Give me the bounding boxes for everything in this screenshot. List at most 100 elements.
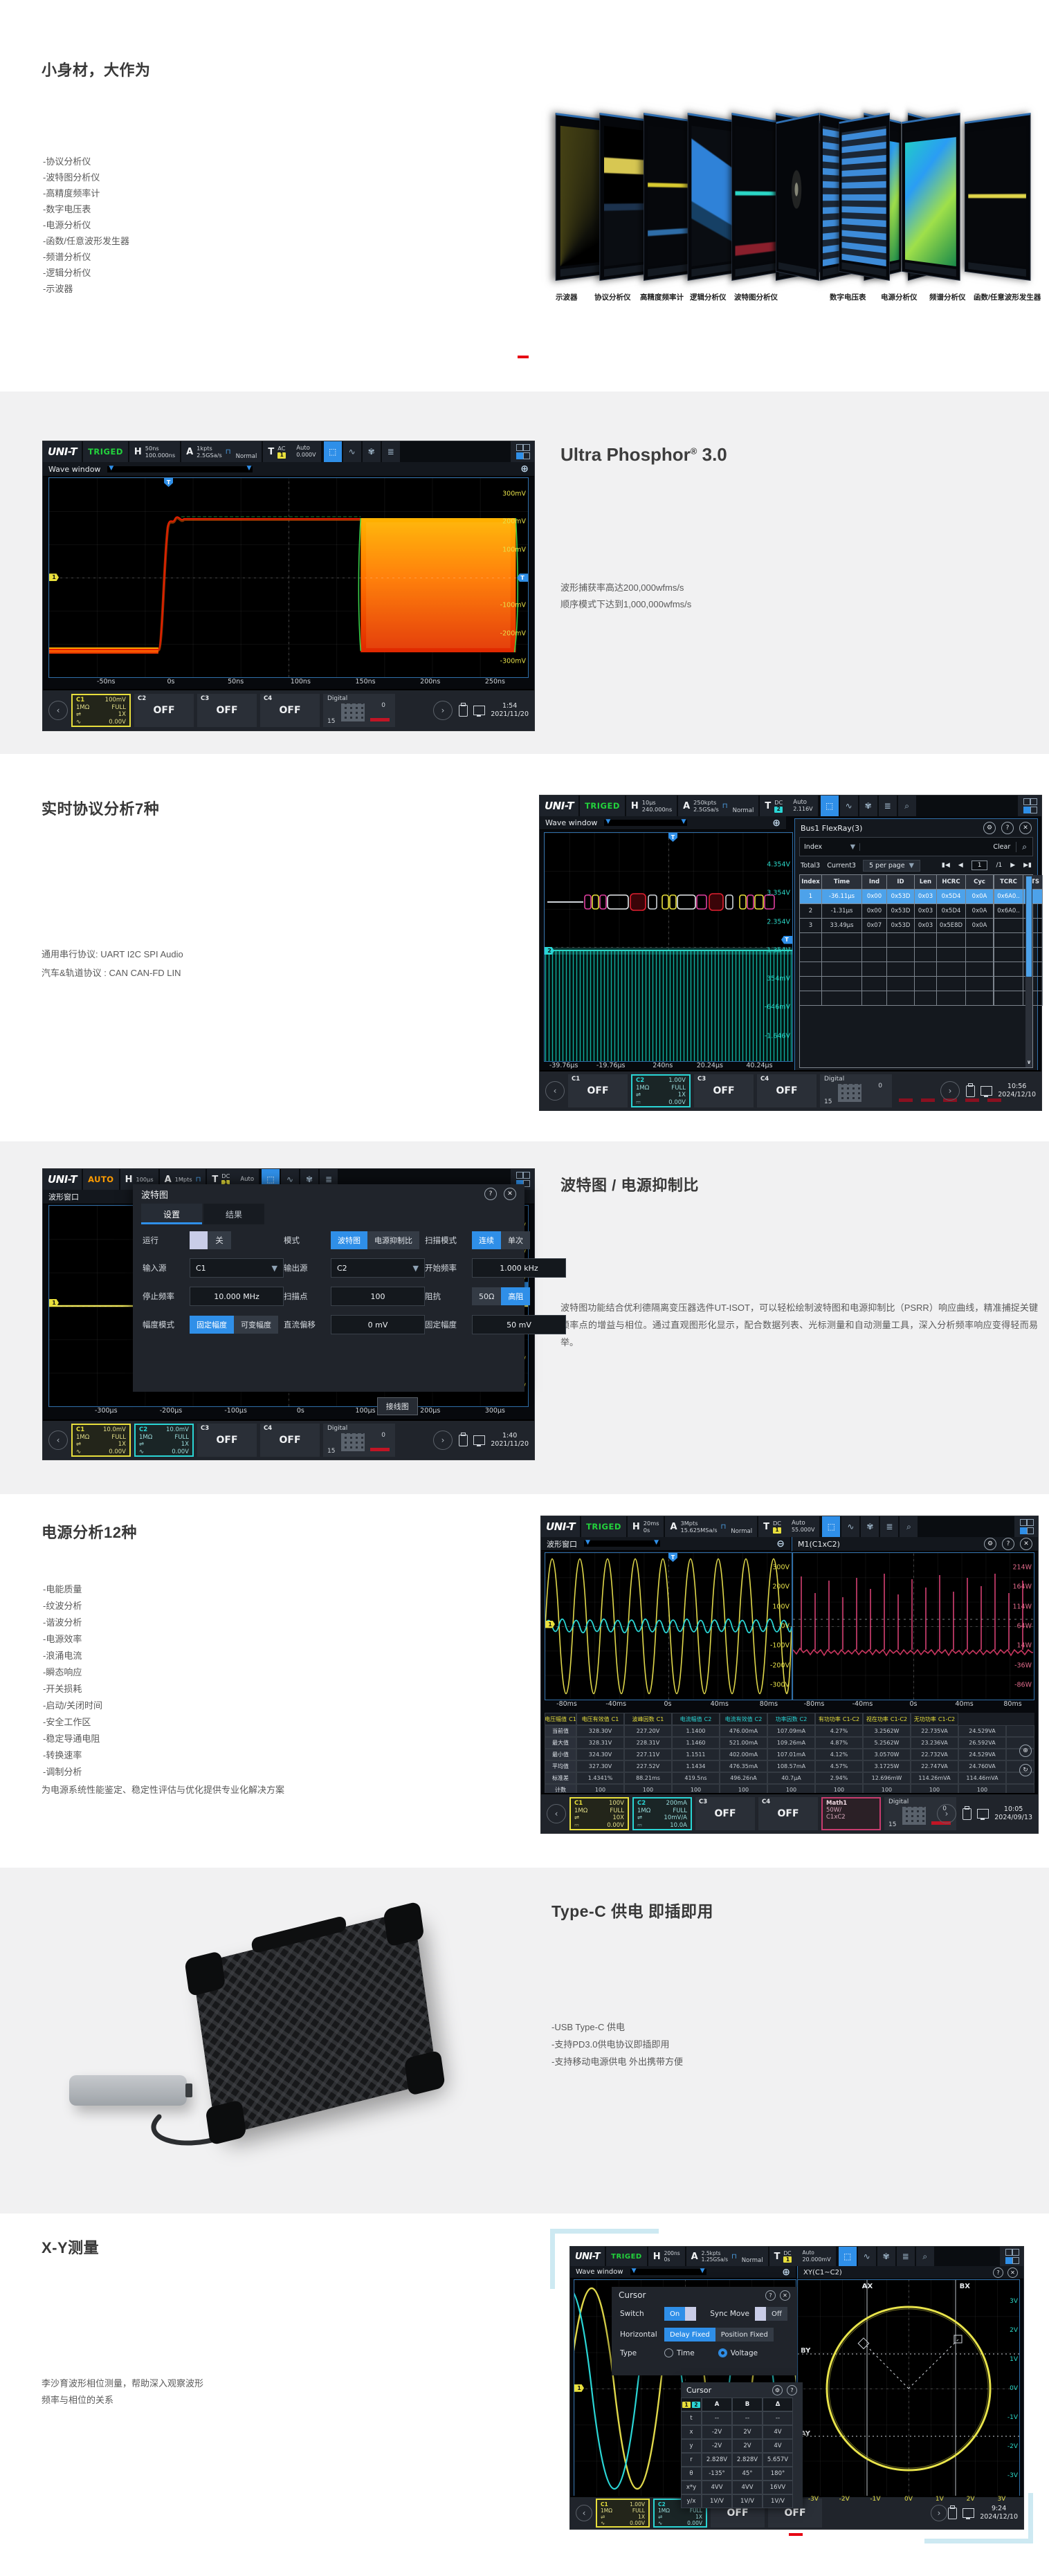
list-icon[interactable]: ≣	[878, 795, 897, 816]
bus-table-row[interactable]: 1-36.11μs0x000x53D0x030x5D40x0A00 00 00 …	[800, 890, 1043, 904]
acquire-block[interactable]: A 1kpts 2.5GSa/s ⊓ Normal	[181, 441, 262, 462]
sweep-points-field[interactable]: 100	[331, 1287, 425, 1306]
bus-table-row[interactable]: 2-1.31μs0x000x53D0x030x5D40x0A55 4E 49 2…	[800, 904, 1043, 919]
channel-prev-button[interactable]: ‹	[576, 2505, 592, 2521]
type-time-radio[interactable]: Time	[664, 2348, 695, 2357]
close-icon[interactable]: ✕	[1020, 1538, 1032, 1550]
help-icon[interactable]: ?	[993, 2267, 1003, 2278]
math-channel-chip[interactable]: Math1 50W/ C1xC2	[821, 1797, 881, 1830]
help-icon[interactable]: ?	[787, 2384, 797, 2395]
carousel-indicator[interactable]	[789, 2533, 803, 2536]
trigger-level-marker[interactable]: T	[517, 573, 528, 582]
magnifier-icon[interactable]: ⊕	[782, 2266, 790, 2278]
clear-button[interactable]: Clear	[993, 843, 1011, 851]
bus-table-row[interactable]	[800, 948, 1043, 962]
display-grid-icon[interactable]	[511, 441, 534, 462]
first-page-icon[interactable]: ▮◀	[941, 862, 950, 869]
reset-stats-icon[interactable]: ↻	[1019, 1764, 1032, 1777]
channel1-marker[interactable]: 1	[574, 2384, 584, 2392]
channel-prev-button[interactable]: ‹	[545, 1081, 565, 1101]
trigger-block[interactable]: T AC 1 Auto 0.000V	[263, 441, 321, 462]
channel-chip[interactable]: C1 1.00V 1MΩ FULL ⇌ 1X ∿ 0.00V	[596, 2499, 650, 2528]
channel-chip[interactable]: C4 OFF	[260, 1424, 320, 1457]
display-grid-icon[interactable]	[1000, 2247, 1023, 2266]
channel-chip[interactable]: C1 100mV 1MΩ FULL ⇌ 1X ∿ 0.00V	[71, 694, 131, 727]
horizontal-block[interactable]: H 20ms 0s	[627, 1516, 664, 1537]
impedance-segmented[interactable]: 50Ω 高阻	[472, 1287, 531, 1305]
trigger-time-marker[interactable]: T	[668, 833, 677, 842]
trigger-block[interactable]: T DC 2 Auto 2.116V	[760, 795, 818, 816]
help-icon[interactable]: ?	[765, 2290, 776, 2301]
bus-table-row[interactable]	[800, 962, 1043, 977]
mode-segmented[interactable]: 波特图 电源抑制比	[331, 1231, 419, 1249]
wiring-diagram-button[interactable]: 接线图	[376, 1397, 418, 1415]
sweep-segmented[interactable]: 连续 单次	[472, 1231, 530, 1249]
horizontal-block[interactable]: H 50ns 100.000ns	[129, 441, 181, 462]
fixed-amplitude-field[interactable]: 50 mV	[472, 1315, 566, 1334]
list-icon[interactable]: ≣	[880, 1516, 899, 1537]
channel-chip[interactable]: C2 200mA 1MΩ FULL ⇌ 10mV/A ⎓ 10.0A	[632, 1797, 692, 1830]
channel-chip[interactable]: C2 10.0mV 1MΩ FULL ⇌ 1X ∿ 0.00V	[134, 1424, 194, 1457]
channel-next-button[interactable]: ›	[433, 701, 453, 720]
help-icon[interactable]: ?	[484, 1188, 497, 1200]
xy-mode-icon[interactable]: ✾	[859, 795, 877, 816]
input-source-dropdown[interactable]: C1 ▼	[190, 1258, 284, 1278]
bus-table-row[interactable]	[800, 991, 1043, 1006]
channel-next-button[interactable]: ›	[940, 1081, 960, 1101]
search-icon[interactable]: ⌕	[897, 795, 916, 816]
channel-chip[interactable]: C4 OFF	[758, 1797, 818, 1830]
trigger-block[interactable]: T DC 1 Auto 20.000mV	[769, 2247, 836, 2266]
timebase-slider[interactable]: ▼ ▼	[584, 1539, 660, 1547]
ab-wave-icon[interactable]: ∿	[857, 2247, 876, 2266]
channel-chip[interactable]: C2 OFF	[134, 694, 194, 727]
bus-table-row[interactable]	[800, 933, 1043, 948]
search-icon[interactable]: ⌕	[1016, 841, 1032, 852]
page-number[interactable]: 1	[971, 861, 988, 870]
zoom-select-icon[interactable]: ⬚	[820, 795, 839, 816]
close-icon[interactable]: ✕	[504, 1188, 516, 1200]
per-page-dropdown[interactable]: 5 per page ▼	[862, 859, 920, 872]
zoom-select-icon[interactable]: ⬚	[838, 2247, 857, 2266]
channel-next-button[interactable]: ›	[937, 1804, 956, 1823]
ab-wave-icon[interactable]: ∿	[343, 441, 361, 462]
xy-mode-icon[interactable]: ✾	[362, 441, 381, 462]
next-page-icon[interactable]: ▶	[1010, 862, 1016, 869]
ab-wave-icon[interactable]: ∿	[841, 1516, 860, 1537]
channel-chip[interactable]: C3 OFF	[694, 1074, 754, 1107]
help-icon[interactable]: ?	[1002, 1538, 1014, 1550]
stop-freq-field[interactable]: 10.000 MHz	[190, 1287, 284, 1306]
output-source-dropdown[interactable]: C2 ▼	[331, 1258, 425, 1278]
sync-move-toggle[interactable]: Off	[755, 2307, 787, 2321]
channel-next-button[interactable]: ›	[931, 2505, 947, 2521]
zoom-select-icon[interactable]: ⬚	[822, 1516, 841, 1537]
channel-next-button[interactable]: ›	[433, 1430, 453, 1450]
channel1-marker[interactable]: 1	[49, 1298, 59, 1307]
channel-chip[interactable]: C3 OFF	[695, 1797, 755, 1830]
acquire-block[interactable]: A 3Mpts 15.625MSa/s ⊓ Normal	[665, 1516, 758, 1537]
channel1-marker[interactable]: 1	[49, 573, 59, 582]
filter-dropdown[interactable]: Index ▼	[800, 843, 860, 851]
zoom-select-icon[interactable]: ⬚	[323, 441, 342, 462]
add-measure-icon[interactable]: ⊕	[1019, 1745, 1032, 1758]
bus-table-row[interactable]: 333.49μs0x070x53D0x030x5E8D0x0A55 4E	[800, 919, 1043, 933]
start-freq-field[interactable]: 1.000 kHz	[472, 1258, 566, 1278]
timebase-slider[interactable]: ▼ ▼	[604, 818, 688, 826]
settings-gear-icon[interactable]: ⚙	[983, 822, 996, 834]
channel-prev-button[interactable]: ‹	[48, 701, 68, 720]
acquire-block[interactable]: A 250kpts 2.5GSa/s ⊓ Normal	[678, 795, 759, 816]
timebase-slider[interactable]: ▼ ▼	[107, 464, 253, 472]
magnifier-icon[interactable]: ⊕	[520, 463, 529, 475]
xy-mode-icon[interactable]: ✾	[861, 1516, 879, 1537]
trigger-time-marker[interactable]: T	[668, 1553, 677, 1562]
horizontal-block[interactable]: H 200ns 0s	[648, 2247, 685, 2266]
digital-channels-chip[interactable]: Digital 0 15	[323, 1424, 395, 1457]
help-icon[interactable]: ?	[1001, 822, 1014, 834]
acquire-block[interactable]: A 2.5kpts 1.25GSa/s ⊓ Normal	[686, 2247, 768, 2266]
display-grid-icon[interactable]	[1018, 795, 1041, 816]
list-icon[interactable]: ≣	[896, 2247, 915, 2266]
tab-settings[interactable]: 设置	[141, 1204, 202, 1224]
search-icon[interactable]: ⌕	[900, 1516, 918, 1537]
trigger-block[interactable]: T DC 1 Auto 55.000V	[758, 1516, 820, 1537]
search-icon[interactable]: ⌕	[915, 2247, 934, 2266]
timebase-slider[interactable]: ▼ ▼	[630, 2267, 706, 2275]
